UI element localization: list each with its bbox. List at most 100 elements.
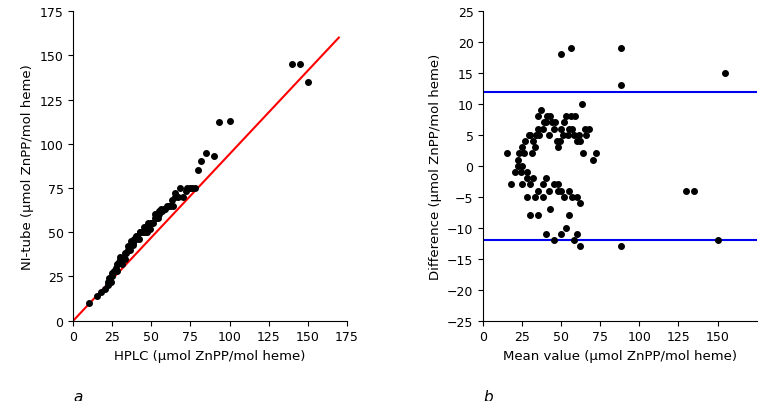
Point bbox=[533, 132, 546, 139]
Point bbox=[523, 132, 535, 139]
Point bbox=[521, 194, 533, 200]
Point bbox=[554, 138, 566, 145]
Point bbox=[110, 265, 122, 271]
Point bbox=[578, 126, 591, 133]
Point bbox=[98, 286, 110, 292]
Point bbox=[572, 132, 584, 139]
Point bbox=[131, 233, 144, 239]
Point bbox=[526, 151, 538, 157]
Point bbox=[563, 188, 575, 194]
Point bbox=[107, 273, 119, 280]
Point bbox=[532, 114, 544, 120]
Point bbox=[293, 62, 306, 68]
Point bbox=[162, 203, 174, 209]
Point bbox=[157, 207, 170, 213]
Point bbox=[566, 126, 578, 133]
Point bbox=[540, 231, 552, 237]
Text: b: b bbox=[483, 389, 493, 401]
Point bbox=[103, 275, 116, 282]
Point bbox=[532, 126, 544, 133]
Point bbox=[181, 185, 194, 192]
Point bbox=[108, 268, 120, 275]
Point bbox=[513, 151, 526, 157]
Point bbox=[550, 138, 563, 145]
Point bbox=[148, 215, 161, 222]
Point bbox=[563, 213, 575, 219]
Point bbox=[549, 120, 561, 126]
Point bbox=[147, 221, 159, 227]
Point bbox=[552, 182, 564, 188]
Point bbox=[540, 176, 552, 182]
Point bbox=[500, 151, 513, 157]
Point bbox=[527, 138, 540, 145]
Point bbox=[521, 176, 533, 182]
Point bbox=[521, 169, 533, 176]
Point bbox=[145, 221, 157, 227]
Point bbox=[137, 229, 150, 236]
Point bbox=[114, 254, 127, 261]
Point bbox=[555, 52, 567, 59]
X-axis label: HPLC (μmol ZnPP/mol heme): HPLC (μmol ZnPP/mol heme) bbox=[114, 349, 306, 362]
Point bbox=[150, 215, 162, 222]
Point bbox=[212, 120, 225, 126]
Point bbox=[555, 188, 567, 194]
Point bbox=[537, 182, 549, 188]
Point bbox=[512, 163, 524, 170]
Point bbox=[505, 182, 517, 188]
Point bbox=[552, 188, 564, 194]
Point bbox=[567, 237, 580, 244]
Point bbox=[142, 221, 154, 227]
Point bbox=[558, 194, 571, 200]
Point bbox=[590, 151, 602, 157]
Point bbox=[574, 243, 586, 250]
Point bbox=[537, 194, 549, 200]
Point bbox=[136, 229, 148, 236]
Point bbox=[145, 221, 157, 227]
Point bbox=[564, 114, 577, 120]
Point bbox=[530, 132, 543, 139]
Point bbox=[571, 194, 583, 200]
Point bbox=[566, 194, 578, 200]
Point bbox=[286, 62, 298, 68]
Point bbox=[111, 261, 124, 267]
Point bbox=[581, 132, 593, 139]
Point bbox=[133, 237, 145, 243]
Point bbox=[524, 132, 537, 139]
Point bbox=[116, 261, 128, 267]
Point bbox=[529, 194, 541, 200]
Point bbox=[584, 126, 596, 133]
Point bbox=[560, 225, 572, 231]
Point bbox=[142, 226, 154, 232]
Point bbox=[563, 126, 575, 133]
Point bbox=[558, 120, 571, 126]
Point bbox=[200, 150, 212, 156]
Point bbox=[520, 138, 532, 145]
Text: a: a bbox=[73, 389, 83, 401]
Point bbox=[185, 185, 197, 192]
Point bbox=[567, 132, 580, 139]
Point bbox=[555, 231, 567, 237]
Point bbox=[159, 207, 171, 213]
Point bbox=[153, 212, 165, 218]
Point bbox=[156, 208, 168, 215]
Point bbox=[574, 200, 586, 207]
Point bbox=[516, 182, 529, 188]
Point bbox=[120, 251, 133, 257]
Point bbox=[529, 145, 541, 151]
Point bbox=[122, 243, 134, 250]
Point bbox=[547, 126, 560, 133]
Y-axis label: Difference (μmol ZnPP/mol heme): Difference (μmol ZnPP/mol heme) bbox=[428, 54, 442, 279]
Point bbox=[144, 226, 156, 232]
Point bbox=[544, 207, 557, 213]
Point bbox=[527, 176, 540, 182]
Point bbox=[153, 208, 165, 215]
Point bbox=[540, 120, 552, 126]
Point bbox=[102, 282, 114, 289]
Point bbox=[177, 194, 189, 200]
Point bbox=[161, 203, 173, 209]
Point bbox=[192, 168, 205, 174]
Point bbox=[195, 159, 208, 165]
Point bbox=[137, 224, 150, 231]
Point bbox=[680, 188, 692, 194]
Point bbox=[587, 157, 599, 164]
